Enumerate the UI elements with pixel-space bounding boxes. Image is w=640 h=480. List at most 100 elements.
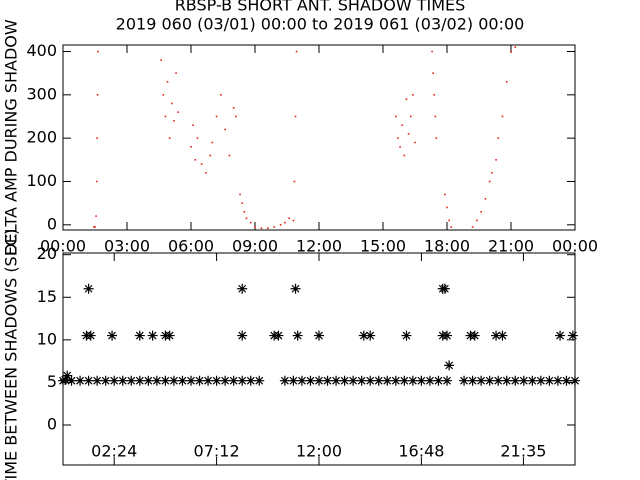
point bbox=[434, 115, 437, 118]
x-tick-label: 12:00 bbox=[296, 442, 342, 461]
y-tick-label: 300 bbox=[26, 84, 57, 103]
y-tick-label: 0 bbox=[47, 214, 57, 233]
point bbox=[237, 283, 248, 294]
point bbox=[109, 375, 120, 386]
y-axis-label: TIME BETWEEN SHADOWS (SEC) bbox=[2, 229, 21, 480]
x-tick-label: 09:00 bbox=[232, 237, 278, 256]
point bbox=[424, 375, 435, 386]
point bbox=[186, 375, 196, 386]
point bbox=[401, 124, 403, 126]
point bbox=[58, 375, 68, 386]
point bbox=[339, 375, 350, 386]
point bbox=[194, 375, 205, 386]
point bbox=[83, 283, 94, 294]
point bbox=[497, 330, 508, 341]
y-tick-label: 400 bbox=[26, 41, 57, 60]
point bbox=[348, 375, 359, 386]
point bbox=[555, 330, 566, 341]
point bbox=[134, 330, 145, 341]
point bbox=[160, 59, 162, 61]
point bbox=[194, 159, 197, 161]
point bbox=[168, 137, 171, 139]
point bbox=[444, 360, 455, 371]
x-tick-label: 12:00 bbox=[296, 237, 342, 256]
point bbox=[279, 224, 282, 226]
point bbox=[484, 375, 495, 386]
point bbox=[177, 375, 188, 386]
point bbox=[399, 375, 410, 386]
point bbox=[414, 141, 416, 144]
y-tick-label: 200 bbox=[26, 128, 57, 147]
point bbox=[293, 180, 296, 183]
y-tick-label: 100 bbox=[26, 171, 57, 190]
point bbox=[296, 375, 307, 386]
point bbox=[497, 137, 499, 139]
point bbox=[365, 375, 376, 386]
point bbox=[397, 137, 399, 139]
point bbox=[412, 94, 414, 96]
point bbox=[495, 159, 497, 161]
point bbox=[439, 283, 450, 294]
point bbox=[175, 72, 177, 74]
point bbox=[501, 115, 504, 118]
point bbox=[467, 375, 478, 386]
point bbox=[382, 375, 393, 386]
point bbox=[356, 375, 367, 386]
point bbox=[168, 375, 179, 386]
point bbox=[399, 146, 401, 148]
point bbox=[66, 375, 77, 386]
point bbox=[448, 219, 450, 222]
y-tick-label: 10 bbox=[37, 329, 57, 348]
point bbox=[95, 215, 97, 217]
point bbox=[314, 330, 324, 341]
point bbox=[254, 375, 265, 386]
point bbox=[85, 330, 96, 341]
point bbox=[267, 227, 269, 230]
point bbox=[92, 375, 103, 386]
point bbox=[405, 98, 408, 100]
point bbox=[491, 172, 493, 174]
point bbox=[239, 193, 241, 196]
point bbox=[160, 375, 171, 386]
point bbox=[260, 227, 263, 230]
point bbox=[173, 120, 175, 122]
point bbox=[444, 193, 446, 196]
point bbox=[552, 375, 563, 386]
point bbox=[100, 375, 111, 386]
point bbox=[409, 115, 412, 118]
point bbox=[126, 375, 137, 386]
point bbox=[209, 154, 211, 157]
point bbox=[469, 330, 480, 341]
point bbox=[484, 198, 487, 200]
point bbox=[407, 375, 418, 386]
point bbox=[294, 115, 297, 118]
point bbox=[567, 330, 578, 341]
point bbox=[273, 226, 275, 228]
point bbox=[75, 375, 86, 386]
point bbox=[476, 375, 487, 386]
point bbox=[220, 94, 222, 96]
point bbox=[107, 330, 118, 341]
point bbox=[196, 137, 199, 139]
point bbox=[403, 154, 406, 157]
point bbox=[162, 94, 165, 96]
point bbox=[510, 50, 512, 53]
point bbox=[164, 330, 175, 341]
point bbox=[295, 50, 298, 53]
plot-frame bbox=[62, 252, 576, 466]
point bbox=[96, 137, 98, 139]
point bbox=[147, 330, 158, 341]
point bbox=[284, 221, 286, 224]
point bbox=[527, 375, 538, 386]
point bbox=[450, 226, 453, 228]
point bbox=[166, 81, 169, 83]
point bbox=[288, 217, 290, 220]
point bbox=[314, 375, 324, 386]
point bbox=[432, 72, 434, 74]
point bbox=[544, 375, 555, 386]
point bbox=[228, 375, 239, 386]
x-tick-label: 00:00 bbox=[40, 237, 86, 256]
point bbox=[62, 370, 73, 381]
point bbox=[505, 81, 508, 83]
